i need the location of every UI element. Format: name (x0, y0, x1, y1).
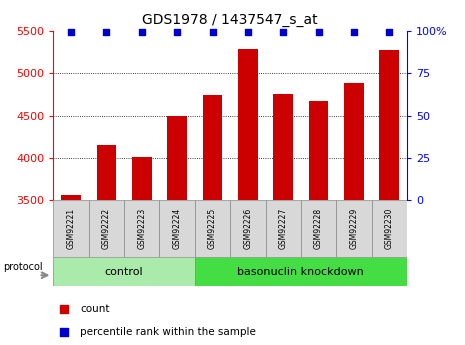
Text: GSM92226: GSM92226 (243, 208, 252, 249)
Bar (61, 195, 81, 200)
Bar (53, 257, 195, 286)
Text: GSM92228: GSM92228 (314, 208, 323, 249)
Bar (230, 200, 266, 257)
Bar (53, 200, 89, 257)
Bar (159, 200, 195, 257)
Bar (124, 200, 159, 257)
Bar (309, 101, 328, 200)
Bar (167, 116, 187, 200)
Point (60, 329, 68, 334)
Title: GDS1978 / 1437547_s_at: GDS1978 / 1437547_s_at (142, 13, 318, 27)
Text: percentile rank within the sample: percentile rank within the sample (80, 327, 256, 337)
Bar (132, 157, 152, 200)
Point (209, 29, 216, 34)
Point (173, 29, 181, 34)
Text: GSM92230: GSM92230 (385, 208, 394, 249)
Point (103, 29, 110, 34)
Bar (89, 200, 124, 257)
Bar (266, 200, 301, 257)
Bar (301, 200, 336, 257)
Point (60, 306, 68, 312)
Bar (344, 82, 364, 200)
Text: GSM92225: GSM92225 (208, 208, 217, 249)
Point (67, 29, 75, 34)
Point (385, 29, 393, 34)
Text: GSM92224: GSM92224 (173, 208, 182, 249)
Bar (336, 200, 372, 257)
Text: basonuclin knockdown: basonuclin knockdown (238, 267, 364, 277)
Point (279, 29, 287, 34)
Point (350, 29, 358, 34)
Bar (273, 93, 293, 200)
Bar (97, 145, 116, 200)
Text: GSM92227: GSM92227 (279, 208, 288, 249)
Text: GSM92222: GSM92222 (102, 208, 111, 249)
Bar (372, 200, 407, 257)
Bar (203, 95, 222, 200)
Text: GSM92223: GSM92223 (137, 208, 146, 249)
Point (315, 29, 322, 34)
Text: GSM92221: GSM92221 (66, 208, 76, 249)
Point (244, 29, 252, 34)
Bar (379, 50, 399, 200)
Bar (195, 257, 407, 286)
Bar (238, 49, 258, 200)
Point (138, 29, 146, 34)
Text: protocol: protocol (3, 262, 42, 272)
Text: control: control (105, 267, 144, 277)
Text: count: count (80, 304, 109, 314)
Text: GSM92229: GSM92229 (349, 208, 359, 249)
Bar (195, 200, 230, 257)
